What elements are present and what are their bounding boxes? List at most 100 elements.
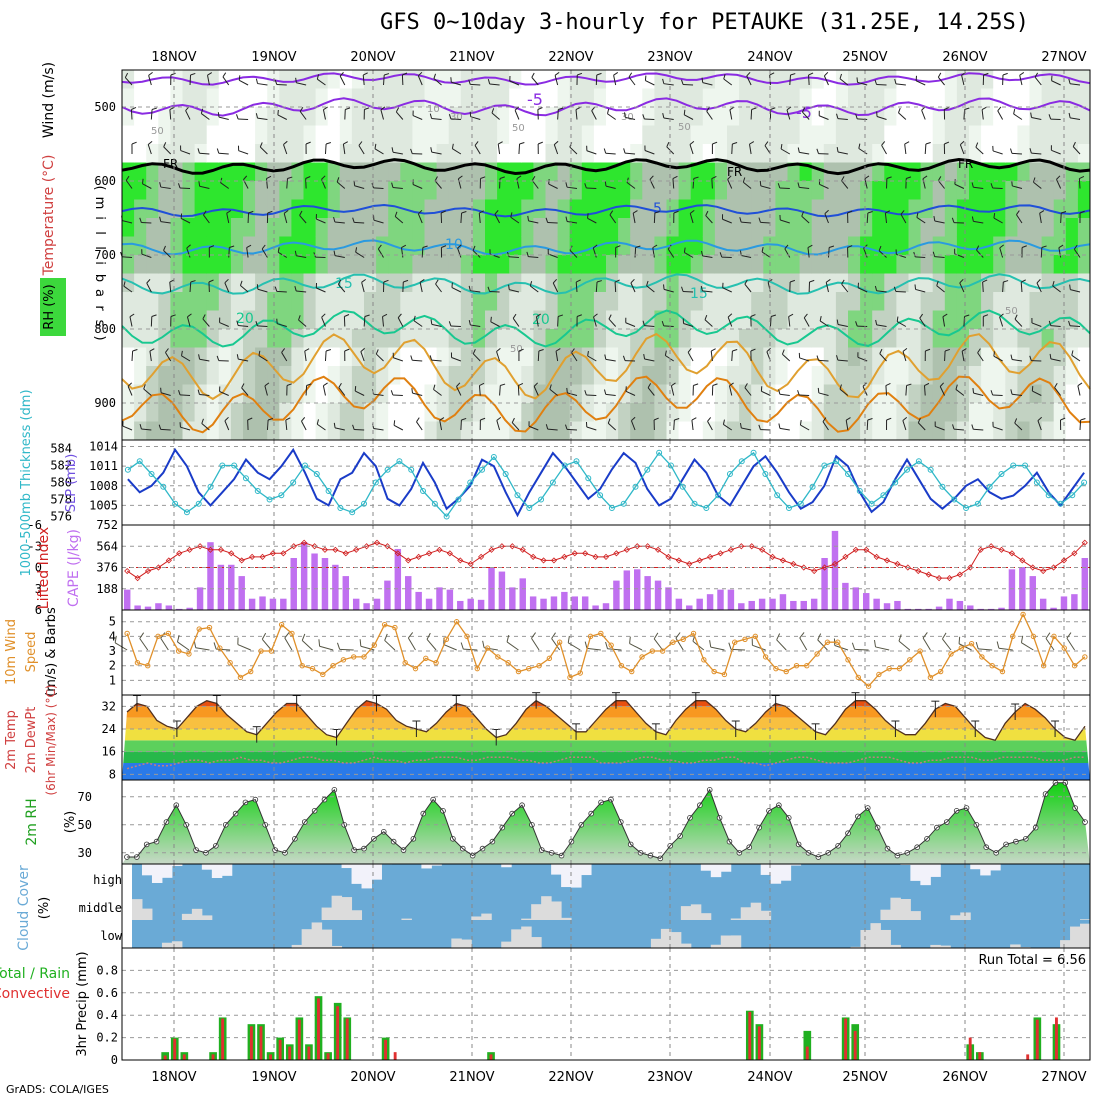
- rh-cell: [908, 125, 922, 145]
- li-point: [561, 553, 568, 560]
- wind-barb: [710, 646, 725, 651]
- wind-barb: [605, 152, 616, 155]
- wind-barb-flag: [159, 216, 162, 222]
- wind-barb-flag: [999, 244, 1005, 249]
- wind-barb: [973, 220, 984, 224]
- convective-bar: [307, 1046, 311, 1060]
- rh-cell: [702, 292, 716, 311]
- rh-cell: [1065, 347, 1079, 367]
- wind-barb: [741, 221, 752, 224]
- wind-barb: [226, 213, 230, 224]
- y-tick-label: 500: [94, 100, 116, 114]
- rh-cell: [1053, 347, 1067, 367]
- rh-cell: [654, 347, 667, 367]
- rh-cell: [932, 107, 946, 126]
- rh-cell: [388, 144, 401, 163]
- convective-bar: [288, 1046, 292, 1060]
- cape-bar: [977, 608, 984, 610]
- rh-cell: [1053, 403, 1067, 422]
- rh-cell: [581, 421, 595, 441]
- wind-barb: [457, 178, 462, 189]
- panel-frame: [121, 947, 1091, 1061]
- cloud-cell: [431, 864, 442, 866]
- wind-barb: [494, 213, 501, 224]
- wind-barb-flag: [374, 143, 377, 149]
- wind-barb-flag: [533, 382, 539, 387]
- rh-cell: [654, 199, 667, 219]
- cloud-cell: [531, 904, 542, 920]
- wind-barb-flag: [163, 142, 167, 148]
- rh-cell: [134, 125, 147, 145]
- wind-barb-flag: [1077, 382, 1083, 387]
- rh-cell: [775, 70, 788, 89]
- rh-cell: [848, 199, 861, 219]
- wind-barb-flag: [344, 348, 350, 352]
- isotherm-line: [121, 239, 1091, 256]
- rh-cell: [860, 181, 873, 200]
- wind-barb-flag: [952, 424, 955, 430]
- rh-cell: [860, 421, 873, 441]
- rh-cell: [485, 70, 498, 89]
- rh-cell: [146, 421, 159, 441]
- rh-cell: [884, 70, 897, 89]
- rh-legend-swatch: [40, 278, 66, 336]
- thickness-point: [573, 458, 580, 465]
- wind-barb-flag: [165, 348, 169, 353]
- convective-bar: [1055, 1017, 1058, 1060]
- rh-cell: [315, 218, 329, 237]
- rh-cell: [981, 292, 994, 311]
- rh-cell: [835, 384, 849, 404]
- rh-cell: [739, 310, 752, 330]
- rh-cell: [339, 366, 353, 385]
- wind-barb: [1036, 282, 1042, 293]
- wind-barb: [824, 213, 829, 224]
- rh-cell: [642, 255, 655, 274]
- wind-barb-flag: [917, 418, 921, 423]
- wind-barb-flag: [1045, 632, 1051, 639]
- rh-cell: [230, 199, 244, 219]
- rh-cell: [872, 273, 885, 293]
- wind-barb: [257, 288, 268, 293]
- wind-barb-flag: [819, 315, 822, 322]
- cloud-cell: [181, 913, 193, 920]
- cloud-cell: [291, 944, 303, 948]
- wind-barb-flag: [209, 245, 215, 248]
- rh-cell: [848, 347, 861, 367]
- cloud-cell: [561, 917, 572, 920]
- wind-barb-flag: [971, 424, 974, 430]
- rh-cell: [860, 292, 873, 311]
- rh-cell: [460, 125, 474, 145]
- rh-cell: [920, 70, 934, 89]
- rh-cell: [908, 162, 922, 182]
- convective-bar: [259, 1026, 263, 1060]
- rh-cell: [485, 125, 498, 145]
- rh-cell: [642, 403, 655, 422]
- wind-barb: [238, 358, 249, 362]
- wind-barb-flag: [1002, 72, 1008, 76]
- wind-barb-flag: [1048, 114, 1052, 120]
- rh-cell: [908, 366, 922, 385]
- wind-barb: [554, 75, 559, 86]
- rh-cell: [400, 162, 413, 182]
- wind-speed-point: [762, 654, 769, 660]
- rh-cell: [823, 403, 837, 422]
- wind-barb-flag: [875, 319, 878, 325]
- rh-cell: [811, 162, 825, 182]
- wind-barb-flag: [847, 245, 853, 248]
- rh-cell: [654, 255, 667, 274]
- wind-barb-flag: [316, 74, 320, 80]
- wind-barb: [1031, 152, 1042, 155]
- wind-barb-flag: [778, 423, 781, 429]
- cape-bar: [363, 603, 370, 610]
- wind-barb: [1066, 638, 1075, 651]
- rh-cell: [1029, 292, 1043, 311]
- wind-barb: [360, 645, 375, 651]
- wind-barb-flag: [508, 284, 510, 290]
- cloud-cell: [910, 911, 921, 920]
- wind-barb-flag: [529, 281, 533, 287]
- wind-barb: [160, 428, 171, 431]
- rh-cell: [134, 70, 147, 89]
- wind-speed-point: [217, 645, 223, 651]
- rh-cell: [920, 329, 934, 348]
